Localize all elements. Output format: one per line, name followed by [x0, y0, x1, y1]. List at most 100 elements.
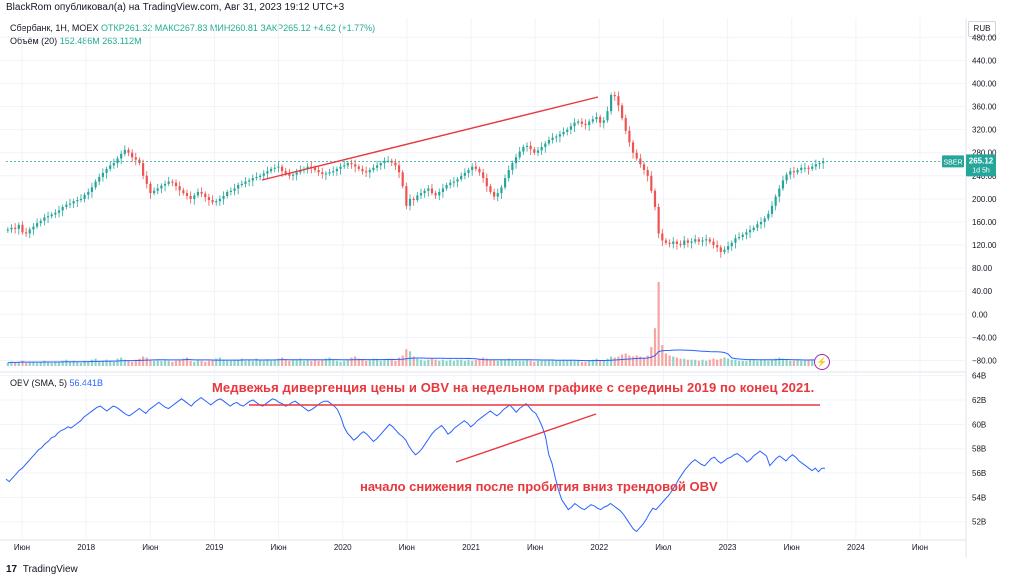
- volume-bar: [540, 360, 543, 366]
- candle-body: [368, 170, 371, 173]
- volume-bar: [50, 362, 53, 366]
- candle-body: [50, 214, 53, 217]
- volume-bar: [591, 359, 594, 366]
- volume-bar: [248, 359, 251, 366]
- volume-legend[interactable]: Объём (20) 152.486M 263.112M: [10, 35, 142, 47]
- candle-body: [785, 174, 788, 181]
- volume-bar: [767, 360, 770, 366]
- candle-body: [540, 146, 543, 151]
- candle-body: [21, 224, 24, 233]
- candle-body: [160, 185, 163, 189]
- volume-bar: [361, 359, 364, 366]
- volume-bar: [405, 349, 408, 366]
- volume-bar: [291, 359, 295, 366]
- candle-body: [500, 187, 503, 194]
- candle-body: [149, 183, 152, 194]
- y-tick-label: 80.00: [972, 264, 993, 273]
- y-tick-label: 280.00: [972, 149, 997, 158]
- volume-bar: [686, 359, 689, 366]
- tradingview-footer[interactable]: 17 TradingView: [6, 563, 78, 577]
- volume-bar: [639, 356, 642, 366]
- volume-bar: [280, 357, 284, 366]
- candle-body: [408, 198, 412, 206]
- volume-bar: [35, 362, 39, 366]
- volume-bar: [6, 362, 9, 366]
- volume-bar: [683, 358, 686, 366]
- candle-body: [562, 131, 565, 135]
- candle-body: [405, 186, 408, 206]
- candle-body: [152, 190, 156, 194]
- candle-body: [712, 241, 715, 246]
- x-tick-label: 2023: [719, 543, 737, 552]
- candle-body: [76, 200, 79, 202]
- candle-body: [6, 229, 9, 231]
- volume-bar: [452, 360, 455, 366]
- volume-bar: [365, 360, 368, 366]
- volume-bar: [566, 360, 569, 366]
- x-tick-label: 2019: [206, 543, 224, 552]
- volume-bar: [730, 359, 733, 366]
- y-tick-label: 360.00: [972, 103, 997, 112]
- volume-bar: [313, 359, 317, 366]
- volume-bar: [401, 355, 404, 366]
- candle-body: [620, 105, 624, 119]
- volume-bar: [716, 359, 719, 366]
- volume-bar: [558, 360, 562, 366]
- y-tick-label: 160.00: [972, 218, 997, 227]
- volume-bar: [109, 360, 112, 366]
- volume-bar: [701, 359, 704, 366]
- volume-bar: [394, 360, 397, 366]
- candle-body: [595, 116, 598, 120]
- candle-body: [741, 234, 744, 237]
- volume-bar: [317, 360, 320, 366]
- volume-bar: [357, 358, 360, 366]
- volume-bar: [467, 359, 470, 366]
- volume-bar: [306, 359, 309, 366]
- candle-body: [723, 249, 726, 252]
- symbol-legend[interactable]: Сбербанк, 1Н, MOEX ОТКР261.32 МАКС267.83…: [10, 22, 375, 34]
- volume-bar: [233, 359, 236, 366]
- volume-bar: [127, 360, 130, 366]
- candle-body: [631, 142, 635, 153]
- obv-tick-label: 54B: [972, 493, 986, 502]
- obv-label: OBV (SMA, 5): [10, 378, 68, 388]
- candle-body: [28, 229, 31, 234]
- candle-body: [401, 172, 404, 187]
- candle-body: [295, 172, 298, 175]
- annotation-divergence: Медвежья дивергенция цены и OBV на недел…: [212, 380, 815, 395]
- candle-body: [72, 201, 75, 204]
- candle-body: [584, 123, 587, 126]
- candle-body: [577, 121, 580, 123]
- volume-bar: [620, 354, 624, 366]
- candle-body: [679, 243, 682, 246]
- candle-body: [675, 241, 679, 244]
- volume-bar: [299, 358, 302, 366]
- candle-body: [262, 173, 265, 176]
- candle-body: [694, 239, 697, 242]
- candle-body: [514, 157, 518, 164]
- volume-bar: [763, 359, 766, 366]
- volume-bar: [547, 359, 551, 366]
- candle-body: [269, 168, 273, 172]
- volume-bar: [383, 359, 386, 366]
- volume-bar: [734, 359, 737, 366]
- candle-body: [120, 153, 123, 159]
- candle-body: [68, 203, 72, 205]
- candle-body: [419, 193, 423, 196]
- volume-bar: [485, 358, 488, 366]
- obv-tick-label: 56B: [972, 469, 986, 478]
- volume-bars: [6, 282, 825, 366]
- volume-bar: [182, 358, 185, 366]
- price-tag-bg: [966, 154, 996, 177]
- candle-body: [317, 170, 320, 173]
- currency-button[interactable]: RUB: [968, 21, 996, 37]
- candle-body: [467, 170, 470, 173]
- y-tick-label: 320.00: [972, 126, 997, 135]
- volume-bar: [368, 359, 371, 366]
- candle-body: [796, 170, 799, 173]
- volume-bar: [496, 360, 499, 366]
- ohlc-values: ОТКР261.32 МАКС267.83 МИН260.81 ЗАКР265.…: [100, 23, 376, 33]
- candle-body: [489, 186, 492, 192]
- lightning-icon[interactable]: ⚡: [814, 354, 830, 370]
